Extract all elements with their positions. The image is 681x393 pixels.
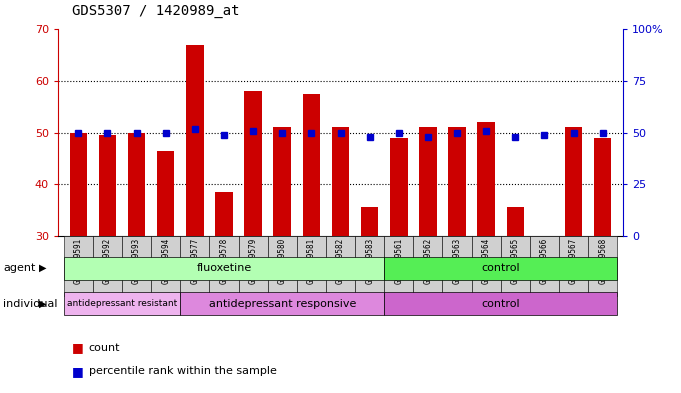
Text: GSM1059567: GSM1059567 <box>569 238 578 284</box>
Bar <box>302 94 320 236</box>
Bar <box>332 127 349 236</box>
Bar <box>244 91 262 236</box>
Bar <box>501 236 530 297</box>
Bar <box>530 236 559 297</box>
Bar <box>215 192 233 236</box>
Bar <box>128 132 145 236</box>
Text: GSM1059583: GSM1059583 <box>365 238 374 284</box>
Bar <box>326 236 355 297</box>
Bar <box>99 135 116 236</box>
Text: GSM1059568: GSM1059568 <box>598 238 607 284</box>
Text: GSM1059562: GSM1059562 <box>424 238 432 284</box>
Bar <box>594 138 612 236</box>
Text: agent: agent <box>3 263 36 273</box>
Text: antidepressant resistant: antidepressant resistant <box>67 299 177 308</box>
Bar <box>588 236 617 297</box>
Text: ■: ■ <box>72 365 83 378</box>
Bar <box>64 236 93 297</box>
Bar <box>384 236 413 297</box>
Bar <box>274 127 291 236</box>
Bar <box>122 236 151 297</box>
Bar <box>355 236 384 297</box>
Text: GSM1059566: GSM1059566 <box>540 238 549 284</box>
Text: GSM1059561: GSM1059561 <box>394 238 403 284</box>
Bar <box>297 236 326 297</box>
Text: control: control <box>481 299 520 309</box>
Bar <box>565 127 582 236</box>
Bar <box>64 257 384 280</box>
Bar <box>268 236 297 297</box>
Bar <box>448 127 466 236</box>
Text: ■: ■ <box>72 341 83 354</box>
Text: GSM1059591: GSM1059591 <box>74 238 83 284</box>
Text: fluoxetine: fluoxetine <box>196 263 251 273</box>
Text: GDS5307 / 1420989_at: GDS5307 / 1420989_at <box>72 4 239 18</box>
Bar <box>69 132 87 236</box>
Text: ▶: ▶ <box>38 299 46 309</box>
Text: GSM1059581: GSM1059581 <box>307 238 316 284</box>
Bar <box>419 127 437 236</box>
Bar <box>209 236 238 297</box>
Text: count: count <box>89 343 120 353</box>
Bar <box>390 138 407 236</box>
Text: GSM1059577: GSM1059577 <box>190 238 200 284</box>
Bar <box>384 292 617 315</box>
Text: control: control <box>481 263 520 273</box>
Bar <box>238 236 268 297</box>
Bar <box>477 122 495 236</box>
Bar <box>507 208 524 236</box>
Bar <box>559 236 588 297</box>
Text: individual: individual <box>3 299 58 309</box>
Bar <box>186 45 204 236</box>
Text: GSM1059592: GSM1059592 <box>103 238 112 284</box>
Bar <box>157 151 174 236</box>
Text: GSM1059580: GSM1059580 <box>278 238 287 284</box>
Text: antidepressant responsive: antidepressant responsive <box>208 299 356 309</box>
Text: GSM1059582: GSM1059582 <box>336 238 345 284</box>
Bar <box>151 236 180 297</box>
Bar <box>472 236 501 297</box>
Bar <box>443 236 472 297</box>
Text: percentile rank within the sample: percentile rank within the sample <box>89 366 276 376</box>
Bar <box>180 236 209 297</box>
Text: GSM1059593: GSM1059593 <box>132 238 141 284</box>
Bar <box>413 236 443 297</box>
Bar <box>93 236 122 297</box>
Text: GSM1059563: GSM1059563 <box>453 238 462 284</box>
Bar <box>384 257 617 280</box>
Text: GSM1059579: GSM1059579 <box>249 238 257 284</box>
Text: GSM1059565: GSM1059565 <box>511 238 520 284</box>
Text: ▶: ▶ <box>38 263 46 273</box>
Bar <box>361 208 379 236</box>
Bar <box>64 292 180 315</box>
Text: GSM1059578: GSM1059578 <box>219 238 228 284</box>
Text: GSM1059594: GSM1059594 <box>161 238 170 284</box>
Bar <box>180 292 384 315</box>
Text: GSM1059564: GSM1059564 <box>481 238 491 284</box>
